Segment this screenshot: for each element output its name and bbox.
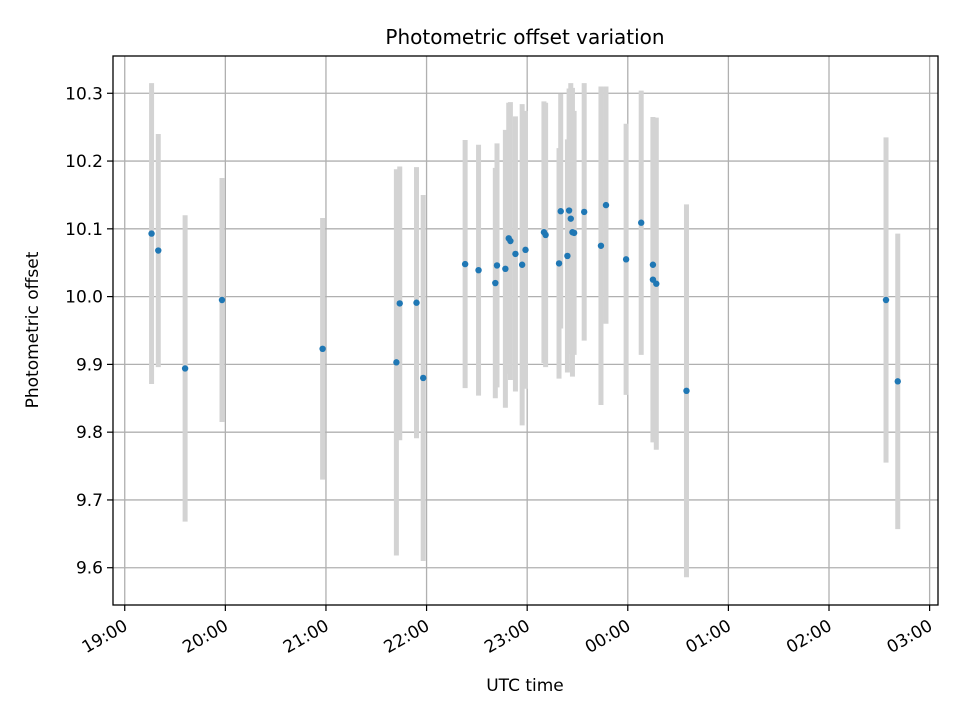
data-point <box>502 265 509 273</box>
data-point <box>512 250 519 258</box>
x-tick-label: 22:00 <box>381 616 433 658</box>
data-point <box>393 359 400 366</box>
y-tick-label: 10.1 <box>65 220 103 240</box>
data-point <box>638 219 645 226</box>
data-point <box>882 296 890 304</box>
data-point <box>181 365 189 372</box>
x-tick-label: 01:00 <box>682 616 734 658</box>
data-point <box>148 230 155 237</box>
data-point <box>555 260 563 267</box>
data-point <box>420 374 427 382</box>
plot-frame <box>112 55 939 606</box>
y-axis-ticks: 9.6 9.7 9.8 9.9 10.0 10.1 10.2 10.3 <box>65 84 113 579</box>
data-point <box>461 260 469 268</box>
data-point <box>522 246 529 254</box>
data-point <box>319 345 326 352</box>
data-point <box>492 279 499 287</box>
error-bars <box>149 83 901 578</box>
data-point <box>218 296 226 304</box>
y-tick-label: 10.3 <box>65 84 103 104</box>
x-tick-label: 00:00 <box>582 616 634 658</box>
data-point <box>653 280 660 287</box>
y-tick-label: 10.0 <box>65 288 103 308</box>
x-axis-label: UTC time <box>486 676 564 696</box>
data-point <box>597 242 605 249</box>
y-tick-label: 9.6 <box>76 559 103 579</box>
data-point <box>894 378 901 385</box>
data-point <box>564 252 571 260</box>
data-point <box>396 300 403 307</box>
data-points <box>148 201 901 395</box>
y-tick-label: 9.7 <box>76 491 103 511</box>
data-point <box>475 266 482 274</box>
data-point <box>518 261 526 268</box>
data-point <box>570 229 578 237</box>
data-point <box>683 387 690 395</box>
data-point <box>565 207 573 214</box>
y-tick-label: 10.2 <box>65 152 103 172</box>
chart-title: Photometric offset variation <box>385 25 664 49</box>
x-tick-label: 03:00 <box>884 616 936 658</box>
x-tick-label: 19:00 <box>79 616 131 658</box>
x-tick-label: 02:00 <box>783 616 835 658</box>
x-axis-ticks: 19:00 20:00 21:00 22:00 23:00 00:00 01:00 02:00… <box>79 605 936 658</box>
x-tick-label: 21:00 <box>280 616 332 658</box>
data-point <box>413 299 420 306</box>
data-point <box>557 208 564 215</box>
data-point <box>542 231 549 239</box>
x-tick-label: 23:00 <box>481 616 533 658</box>
data-point <box>649 261 657 268</box>
y-axis-label: Photometric offset <box>23 251 43 408</box>
data-point <box>567 215 574 222</box>
x-tick-label: 20:00 <box>179 616 231 658</box>
data-point <box>622 256 630 263</box>
data-point <box>155 247 162 254</box>
data-point <box>507 237 514 245</box>
y-tick-label: 9.9 <box>76 355 103 375</box>
y-tick-label: 9.8 <box>76 423 103 443</box>
data-point <box>493 262 501 269</box>
data-point <box>580 208 588 216</box>
data-point <box>602 201 610 209</box>
